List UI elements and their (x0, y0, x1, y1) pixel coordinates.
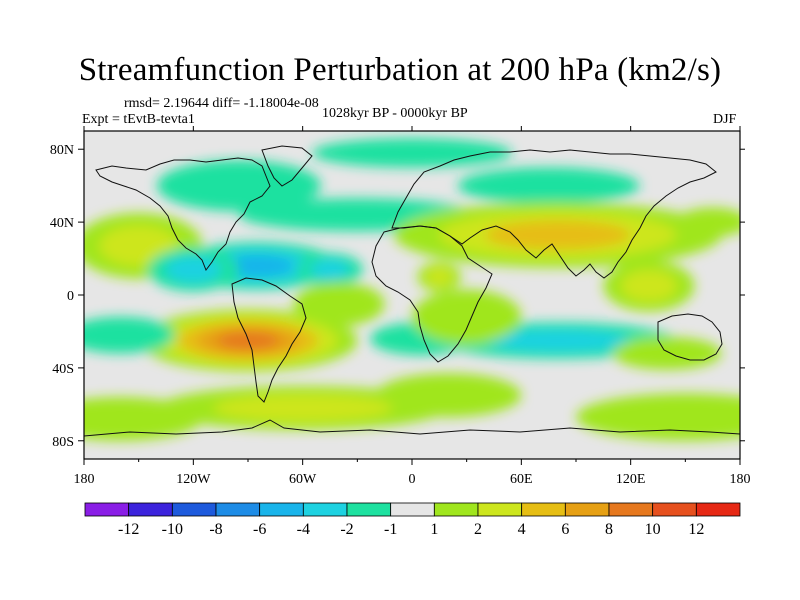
x-tick-label-3: 0 (409, 472, 416, 487)
colorbar-swatch-8 (433, 502, 479, 517)
colorbar-label-3: -6 (253, 521, 266, 538)
anomaly-8-level-1 (425, 267, 453, 286)
colorbar-label-1: -10 (162, 521, 183, 538)
y-tick-label-0: 80N (50, 143, 74, 158)
colorbar-label-7: 1 (430, 521, 438, 538)
colorbar-swatch-10 (521, 502, 566, 517)
colorbar-label-9: 4 (518, 521, 526, 538)
anomaly-7-level-1 (309, 259, 351, 280)
colorbar-swatch-2 (171, 502, 217, 517)
colorbar-swatch-4 (259, 502, 304, 517)
anomaly-1-level-0 (156, 160, 321, 212)
anomaly-5-level-2 (220, 255, 294, 277)
anomaly-9-level-2 (484, 220, 631, 250)
x-tick-label-6: 180 (730, 472, 751, 487)
anomaly-0-level-0 (311, 138, 513, 168)
x-tick-label-1: 120W (176, 472, 211, 487)
colorbar-label-6: -1 (384, 521, 397, 538)
x-axis: 180 120W 60W 0 60E 120E 180 (74, 126, 751, 487)
colorbar-swatch-3 (215, 502, 261, 517)
y-tick-label-2: 0 (67, 289, 74, 304)
colorbar: -12 -10 -8 -6 -4 -2 -1 1 2 4 6 8 10 12 (84, 502, 741, 538)
anomaly-blobs (84, 138, 740, 441)
y-axis: 80N 40N 0 40S 80S (50, 143, 745, 450)
coastline-north-america (95, 157, 271, 272)
colorbar-label-2: -8 (209, 521, 222, 538)
x-tick-label-0: 180 (74, 472, 95, 487)
anomaly-16-level-0 (293, 282, 385, 326)
colorbar-label-11: 8 (605, 521, 613, 538)
colorbar-swatch-1 (128, 502, 173, 517)
x-tick-label-5: 120E (616, 472, 646, 487)
anomaly-17-level-0 (412, 289, 522, 345)
colorbar-swatch-7 (390, 502, 435, 517)
y-tick-label-4: 80S (52, 435, 74, 450)
anomaly-11-level-0 (676, 207, 740, 237)
colorbar-swatch-9 (477, 502, 523, 517)
experiment-label: Expt = tEvtB-tevta1 (82, 112, 195, 127)
colorbar-label-10: 6 (561, 521, 569, 538)
colorbar-swatch-11 (564, 502, 610, 517)
season-label: DJF (713, 112, 737, 127)
x-tick-label-2: 60W (289, 472, 317, 487)
anomaly-10-level-1 (620, 270, 677, 302)
rmsd-stats: rmsd= 2.19644 diff= -1.18004e-08 (124, 96, 319, 111)
coastline-south-america (231, 277, 307, 403)
y-tick-label-1: 40N (50, 216, 74, 231)
anomaly-22-level-0 (612, 336, 722, 370)
colorbar-label-4: -4 (297, 521, 310, 538)
anomaly-20-level-0 (576, 393, 740, 441)
coastline-eurasia (391, 149, 717, 279)
coastlines (84, 145, 740, 437)
colorbar-label-12: 10 (645, 521, 661, 538)
colorbar-swatch-0 (84, 502, 130, 517)
colorbar-label-5: -2 (340, 521, 353, 538)
colorbar-swatch-12 (608, 502, 654, 517)
colorbar-label-13: 12 (688, 521, 704, 538)
anomaly-13-level-0 (84, 316, 176, 354)
anomaly-19-level-1 (212, 394, 393, 422)
coastline-greenland (261, 145, 313, 187)
x-tick-label-4: 60E (510, 472, 533, 487)
colorbar-label-8: 2 (474, 521, 482, 538)
colorbar-swatch-6 (346, 502, 392, 517)
anomaly-field (84, 138, 740, 441)
colorbar-swatch-5 (302, 502, 348, 517)
anomaly-21-level-0 (84, 397, 203, 441)
colorbar-swatch-13 (652, 502, 697, 517)
anomaly-14-level-1 (484, 329, 631, 352)
colorbar-swatch-14 (695, 502, 741, 517)
anomaly-6-level-1 (165, 256, 222, 283)
coastline-africa (371, 225, 493, 363)
coastline-antarctica (84, 419, 740, 437)
coastline-australia (657, 313, 723, 361)
period-label: 1028kyr BP - 0000kyr BP (322, 106, 468, 121)
colorbar-label-0: -12 (118, 521, 139, 538)
y-tick-label-3: 40S (52, 362, 74, 377)
chart-title: Streamfunction Perturbation at 200 hPa (… (78, 52, 722, 88)
anomaly-3-level-0 (457, 167, 640, 204)
